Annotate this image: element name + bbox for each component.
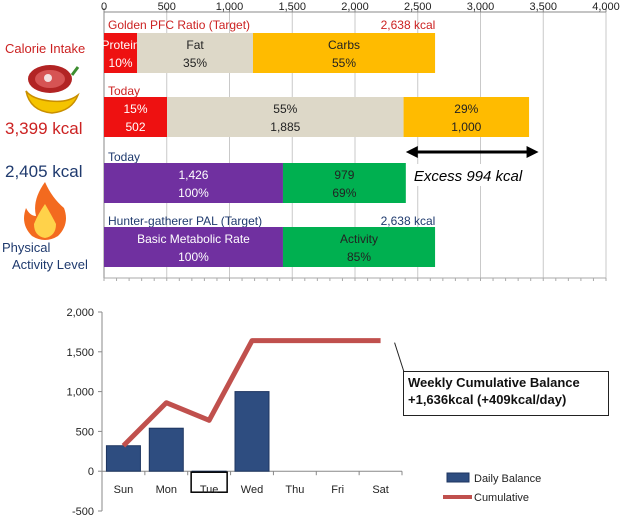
meat-and-banana-icon bbox=[25, 65, 80, 114]
segment-label-line2: 100% bbox=[178, 250, 209, 264]
segment-label-line2: 35% bbox=[183, 56, 207, 70]
y-tick-label: 2,000 bbox=[66, 307, 94, 319]
x-tick-label: Tue bbox=[200, 484, 219, 496]
y-tick-label: 0 bbox=[88, 466, 94, 478]
x-tick-label: 2,500 bbox=[404, 1, 432, 13]
x-tick-label: 4,000 bbox=[592, 1, 620, 13]
bar-segment bbox=[104, 97, 168, 137]
legend-bar-label: Daily Balance bbox=[474, 473, 541, 485]
callout-pointer bbox=[394, 342, 405, 373]
segment-label-line2: 100% bbox=[178, 186, 209, 200]
bar-segment bbox=[167, 97, 404, 137]
segment-label-line1: 15% bbox=[123, 102, 147, 116]
row-label: Hunter-gatherer PAL (Target) bbox=[108, 214, 262, 228]
calorie-intake-label: Calorie Intake bbox=[5, 41, 86, 56]
segment-label-line1: 979 bbox=[334, 168, 354, 182]
y-tick-label: 500 bbox=[76, 426, 94, 438]
highlight-box bbox=[190, 471, 228, 493]
bar-segment bbox=[282, 163, 406, 203]
segment-label-line2: 502 bbox=[125, 120, 145, 134]
y-tick-label: 1,500 bbox=[66, 347, 94, 359]
x-tick-label: 2,000 bbox=[341, 1, 369, 13]
y-tick-label: 1,000 bbox=[66, 387, 94, 399]
row-total-label: 2,638 kcal bbox=[381, 214, 436, 228]
bar-segment bbox=[403, 97, 530, 137]
row-label: Today bbox=[108, 84, 140, 98]
segment-label-line1: Basic Metabolic Rate bbox=[137, 232, 250, 246]
segment-label-line2: 1,000 bbox=[451, 120, 481, 134]
flame-icon bbox=[24, 182, 66, 240]
excess-arrow-head-right bbox=[526, 146, 539, 158]
x-tick-label: 0 bbox=[101, 1, 107, 13]
row-total-label: 2,638 kcal bbox=[381, 18, 436, 32]
segment-label-line2: 1,885 bbox=[270, 120, 300, 134]
callout-line1: Weekly Cumulative Balance bbox=[408, 375, 580, 390]
x-tick-label: Wed bbox=[241, 484, 263, 496]
segment-label-line1: 1,426 bbox=[178, 168, 208, 182]
x-tick-label: Thu bbox=[285, 484, 304, 496]
daily-balance-bar bbox=[105, 445, 141, 472]
row-label: Golden PFC Ratio (Target) bbox=[108, 18, 250, 32]
cumulative-line bbox=[121, 338, 381, 448]
callout-line2: +1,636kcal (+409kcal/day) bbox=[408, 392, 567, 407]
legend-line-label: Cumulative bbox=[474, 492, 529, 504]
segment-label-line2: 69% bbox=[332, 186, 356, 200]
x-tick-label: 500 bbox=[158, 1, 176, 13]
x-tick-label: Sat bbox=[372, 484, 389, 496]
daily-balance-bar bbox=[234, 391, 270, 472]
segment-label-line1: Carbs bbox=[328, 38, 360, 52]
excess-label-bg bbox=[409, 164, 534, 186]
segment-label-line2: 85% bbox=[347, 250, 371, 264]
legend-bar-swatch bbox=[446, 472, 470, 483]
excess-label: Excess 994 kcal bbox=[414, 168, 523, 185]
x-tick-label: Mon bbox=[156, 484, 177, 496]
bar-segment bbox=[104, 33, 138, 73]
x-tick-label: 1,000 bbox=[216, 1, 244, 13]
intake-value: 3,399 kcal bbox=[5, 119, 83, 138]
pal-label-line1: Physical bbox=[2, 240, 51, 255]
bar-segment bbox=[137, 33, 253, 73]
y-tick-label: -500 bbox=[72, 506, 94, 518]
x-tick-label: 3,500 bbox=[529, 1, 557, 13]
x-tick-label: Sun bbox=[114, 484, 134, 496]
x-tick-label: Fri bbox=[331, 484, 344, 496]
x-tick-label: 3,000 bbox=[467, 1, 495, 13]
daily-balance-bar bbox=[148, 427, 184, 472]
macro-and-activity-chart: 0 500 1,000 1,500 2,000 2,500 3,000 3,500 4,000 G… bbox=[101, 1, 620, 281]
bar-segment bbox=[252, 33, 436, 73]
weekly-callout: Weekly Cumulative Balance +1,636kcal (+4… bbox=[403, 371, 609, 416]
row-label: Today bbox=[108, 150, 140, 164]
x-tick-label: 1,500 bbox=[278, 1, 306, 13]
expenditure-value: 2,405 kcal bbox=[5, 162, 83, 181]
bar-segment bbox=[104, 227, 283, 267]
bar-segment bbox=[282, 227, 436, 267]
segment-label-line1: 55% bbox=[273, 102, 297, 116]
segment-label-line2: 10% bbox=[109, 56, 133, 70]
segment-label-line1: Fat bbox=[186, 38, 204, 52]
segment-label-line2: 55% bbox=[332, 56, 356, 70]
segment-label-line1: 29% bbox=[454, 102, 478, 116]
segment-label-line1: Protein bbox=[102, 38, 140, 52]
segment-label-line1: Activity bbox=[340, 232, 378, 246]
bar-segment bbox=[104, 163, 283, 203]
excess-arrow-head-left bbox=[405, 146, 418, 158]
pal-label-line2: Activity Level bbox=[12, 257, 88, 272]
